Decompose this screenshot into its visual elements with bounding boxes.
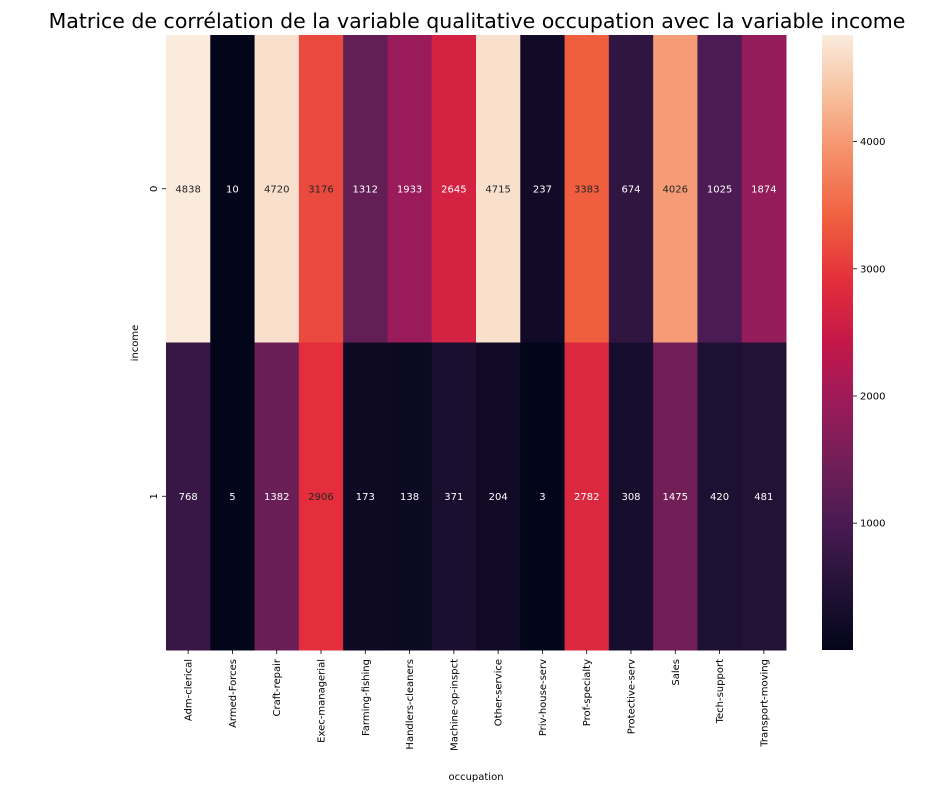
heatmap-cell-value: 138 bbox=[400, 492, 419, 503]
x-tick-label: Protective-serv bbox=[627, 659, 638, 734]
heatmap-cell-value: 4026 bbox=[663, 184, 688, 195]
x-tick-label: Tech-support bbox=[715, 659, 726, 724]
heatmap-cell-value: 2645 bbox=[441, 184, 466, 195]
x-tick-label: Other-service bbox=[494, 659, 505, 726]
heatmap-cell bbox=[564, 342, 610, 651]
colorbar bbox=[822, 35, 853, 650]
heatmap-cell-value: 308 bbox=[621, 492, 640, 503]
heatmap-cell bbox=[210, 35, 256, 343]
x-tick-label: Prof-specialty bbox=[582, 659, 593, 726]
heatmap-cell-value: 420 bbox=[710, 492, 729, 503]
heatmap-cell-value: 674 bbox=[621, 184, 640, 195]
x-tick-label: Machine-op-inspct bbox=[449, 659, 460, 751]
heatmap-cell-value: 10 bbox=[226, 184, 239, 195]
y-tick-label: 0 bbox=[149, 186, 160, 192]
heatmap-cell bbox=[387, 342, 433, 651]
heatmap-cell-value: 371 bbox=[444, 492, 463, 503]
heatmap-cell bbox=[431, 342, 477, 651]
heatmap-cell-labels: 4838 10 4720 3176 1312 1933 2645 4715 237 3383 674… bbox=[175, 184, 776, 503]
x-tick-label: Armed-Forces bbox=[228, 659, 239, 728]
heatmap-cell-value: 1874 bbox=[751, 184, 776, 195]
heatmap-cell-value: 1025 bbox=[707, 184, 732, 195]
heatmap-cell bbox=[343, 342, 388, 651]
heatmap-cell bbox=[741, 342, 787, 651]
heatmap-cell bbox=[520, 342, 566, 651]
heatmap-cell-value: 1933 bbox=[397, 184, 422, 195]
colorbar-ticks: 1000 2000 3000 4000 bbox=[853, 137, 885, 530]
heatmap-cell-value: 3383 bbox=[574, 184, 599, 195]
colorbar-tick-label: 1000 bbox=[860, 519, 885, 530]
heatmap-cell-value: 204 bbox=[489, 492, 508, 503]
heatmap-cell bbox=[476, 35, 521, 343]
heatmap-cell-value: 1312 bbox=[353, 184, 378, 195]
heatmap-cell-value: 3176 bbox=[308, 184, 333, 195]
heatmap-cell bbox=[741, 35, 787, 343]
x-tick-label: Farming-fishing bbox=[361, 659, 372, 736]
heatmap-cell bbox=[653, 342, 698, 651]
heatmap-cell bbox=[697, 342, 743, 651]
y-tick-label: 1 bbox=[149, 493, 160, 499]
y-axis-ticks: 01 bbox=[149, 186, 166, 499]
x-tick-label: Transport-moving bbox=[759, 659, 770, 748]
x-tick-label: Priv-house-serv bbox=[538, 659, 549, 736]
heatmap-cell-value: 237 bbox=[533, 184, 552, 195]
y-axis-label: income bbox=[130, 325, 141, 362]
heatmap-cell bbox=[166, 342, 211, 651]
x-axis-ticks: Adm-clerical Armed-Forces Craft-repair Exec… bbox=[184, 650, 770, 751]
heatmap-cell-value: 481 bbox=[754, 492, 773, 503]
colorbar-tick-label: 4000 bbox=[860, 137, 885, 148]
heatmap-cell-value: 2782 bbox=[574, 492, 599, 503]
heatmap-cell-value: 3 bbox=[539, 492, 545, 503]
colorbar-tick-label: 2000 bbox=[860, 391, 885, 402]
heatmap-cell bbox=[697, 35, 743, 343]
x-tick-label: Exec-managerial bbox=[317, 659, 328, 743]
heatmap-cell bbox=[254, 35, 300, 343]
heatmap-cell bbox=[608, 342, 654, 651]
heatmap-cells bbox=[166, 35, 787, 651]
heatmap-cell bbox=[476, 342, 521, 651]
heatmap-cell bbox=[608, 35, 654, 343]
heatmap-cell-value: 4720 bbox=[264, 184, 289, 195]
heatmap-cell bbox=[210, 342, 256, 651]
heatmap-cell-value: 4838 bbox=[175, 184, 200, 195]
heatmap-cell-value: 4715 bbox=[485, 184, 510, 195]
x-axis-label: occupation bbox=[448, 772, 503, 783]
x-tick-label: Handlers-cleaners bbox=[405, 659, 416, 750]
heatmap-cell bbox=[564, 35, 610, 343]
heatmap-cell-value: 2906 bbox=[308, 492, 333, 503]
x-tick-label: Adm-clerical bbox=[184, 659, 195, 721]
heatmap-cell bbox=[343, 35, 388, 343]
heatmap-cell bbox=[298, 35, 344, 343]
heatmap-cell bbox=[254, 342, 300, 651]
heatmap-cell bbox=[653, 35, 698, 343]
colorbar-tick-label: 3000 bbox=[860, 264, 885, 275]
heatmap-cell-value: 173 bbox=[356, 492, 375, 503]
heatmap-cell bbox=[298, 342, 344, 651]
heatmap-cell bbox=[387, 35, 433, 343]
heatmap-cell-value: 1475 bbox=[663, 492, 688, 503]
chart-title: Matrice de corrélation de la variable qu… bbox=[49, 9, 906, 33]
heatmap-cell bbox=[520, 35, 566, 343]
heatmap-cell-value: 1382 bbox=[264, 492, 289, 503]
heatmap-cell-value: 768 bbox=[179, 492, 198, 503]
heatmap-cell-value: 5 bbox=[229, 492, 235, 503]
x-tick-label: Craft-repair bbox=[272, 658, 283, 716]
heatmap-cell bbox=[431, 35, 477, 343]
x-tick-label: Sales bbox=[671, 659, 682, 686]
heatmap-cell bbox=[166, 35, 211, 343]
